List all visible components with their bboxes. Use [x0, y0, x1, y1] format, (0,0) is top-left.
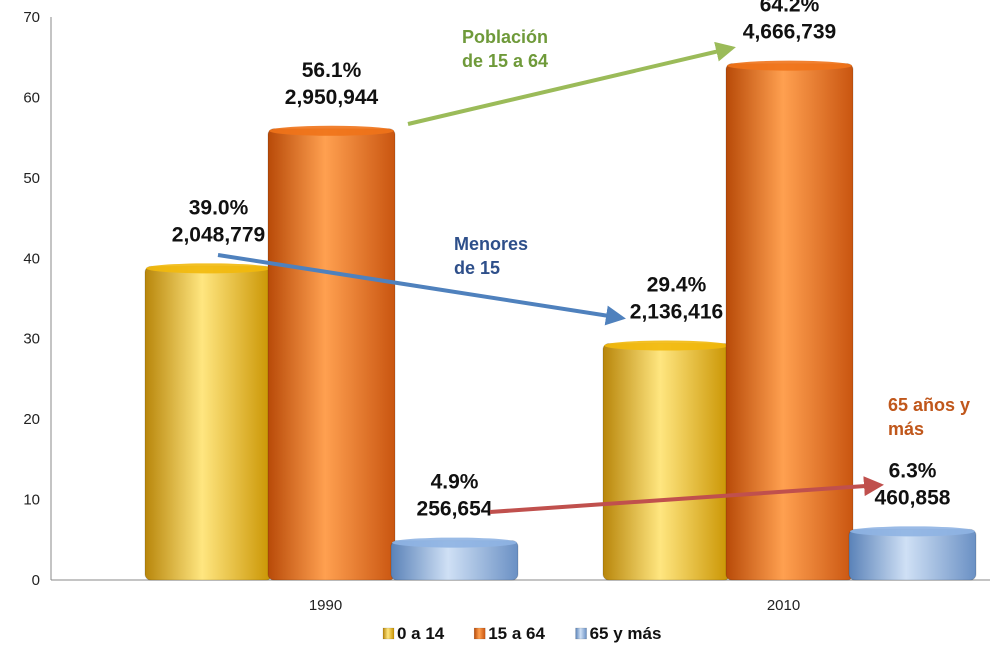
data-label: 2,950,944	[285, 86, 379, 109]
annotation-text: Menores	[454, 234, 528, 254]
y-tick-label: 30	[23, 331, 40, 348]
legend-swatch	[575, 627, 587, 640]
trend-arrow	[489, 476, 884, 514]
trend-arrow	[217, 253, 626, 326]
data-label: 4.9%	[431, 471, 479, 494]
x-tick-label: 1990	[309, 597, 342, 614]
bar-top	[850, 526, 975, 537]
legend: 0 a 14 15 a 64 65 y más	[382, 624, 662, 643]
annotation-text: Población	[462, 27, 548, 47]
bar-top	[727, 60, 852, 71]
y-tick-label: 50	[23, 170, 40, 187]
y-tick-label: 60	[23, 89, 40, 106]
x-tick-label: 2010	[767, 597, 800, 614]
bar-top	[269, 125, 394, 136]
legend-item-0-a-14: 0 a 14	[382, 624, 445, 643]
data-label: 29.4%	[647, 274, 707, 297]
y-tick-label: 0	[32, 572, 40, 589]
data-label: 39.0%	[189, 196, 249, 219]
bar-body	[848, 528, 977, 581]
annotation-poblacion: Población de 15 a 64	[407, 27, 736, 126]
bar-top	[604, 340, 729, 351]
data-label: 64.2%	[760, 0, 820, 17]
data-label: 2,136,416	[630, 301, 723, 324]
data-label: 256,654	[417, 498, 493, 521]
bar-65-y-mas-2010	[848, 526, 977, 581]
bar-15-a-64-1990	[267, 125, 396, 581]
bar-0-a-14-1990	[144, 263, 273, 581]
bar-65-y-mas-1990	[390, 537, 519, 581]
annotation-65-anos-y: 65 años y más	[489, 395, 970, 514]
bar-0-a-14-2010	[602, 340, 731, 581]
legend-item-65-y-mas: 65 y más	[575, 624, 662, 643]
data-label: 4,666,739	[743, 21, 836, 44]
legend-swatch	[473, 627, 486, 640]
data-label: 6.3%	[889, 459, 937, 482]
y-tick-label: 20	[23, 411, 40, 428]
y-tick-label: 40	[23, 250, 40, 267]
legend-label: 65 y más	[590, 624, 662, 643]
annotation-text: más	[888, 419, 924, 439]
y-tick-label: 10	[23, 492, 40, 509]
bar-top	[392, 537, 517, 548]
annotation-text: de 15 a 64	[462, 51, 548, 71]
annotation-text: de 15	[454, 258, 500, 278]
annotation-text: 65 años y	[888, 395, 970, 415]
annotation-menores: Menores de 15	[217, 234, 626, 326]
bar-body	[602, 343, 731, 581]
trend-arrow	[407, 41, 736, 126]
bar-top	[146, 263, 271, 274]
legend-item-15-a-64: 15 a 64	[473, 624, 545, 643]
legend-label: 15 a 64	[488, 624, 545, 643]
legend-label: 0 a 14	[397, 624, 445, 643]
y-tick-label: 70	[23, 9, 40, 26]
bar-body	[267, 128, 396, 581]
legend-swatch	[382, 627, 395, 640]
data-label: 56.1%	[302, 59, 362, 82]
data-label: 2,048,779	[172, 223, 265, 246]
bar-body	[725, 63, 854, 581]
data-label: 460,858	[875, 486, 951, 509]
bar-body	[144, 265, 273, 581]
bar-15-a-64-2010	[725, 60, 854, 581]
